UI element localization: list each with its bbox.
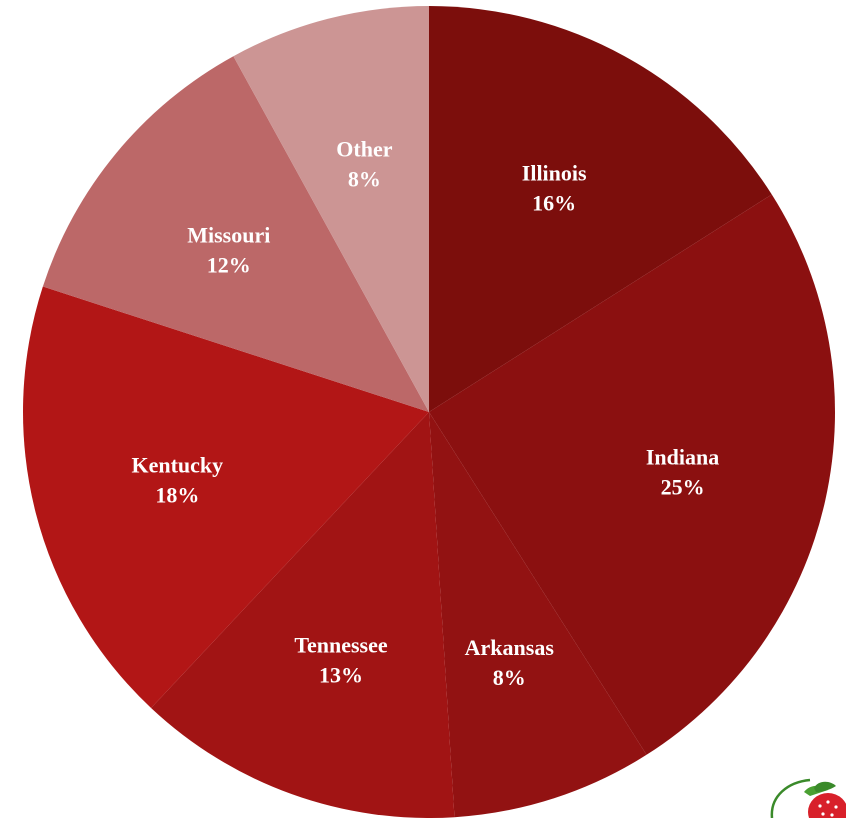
pie-slice-arkansas [429,412,647,818]
slice-percent: 18% [155,483,199,508]
slice-label-arkansas: Arkansas 8% [465,635,555,690]
slice-percent: 8% [348,166,381,191]
pie-slice-illinois [429,6,772,412]
slice-label-other: Other 8% [336,136,392,191]
slice-label-indiana: Indiana 25% [646,445,719,500]
slice-label-illinois: Illinois 16% [522,160,587,215]
pie-slice-tennessee [151,412,455,818]
strawberry-icon [770,778,846,818]
slice-name: Tennessee [294,632,388,657]
pie-slice-other [233,6,429,412]
pie-slice-missouri [42,56,429,413]
pie-slice-kentucky [23,286,430,708]
slice-label-missouri: Missouri 12% [187,222,270,277]
pie-labels: Illinois 16% Indiana 25% Arkansas 8% Tennessee… [131,136,719,690]
slice-name: Missouri [187,222,270,247]
slice-percent: 13% [319,662,363,687]
slice-name: Illinois [522,160,587,185]
pie-slices [23,6,835,818]
slice-label-kentucky: Kentucky 18% [131,453,223,508]
slice-percent: 16% [532,190,576,215]
slice-name: Arkansas [465,635,555,660]
pie-slice-indiana [429,194,835,755]
slice-label-tennessee: Tennessee 13% [294,632,388,687]
slice-name: Indiana [646,445,719,470]
slice-percent: 8% [493,665,526,690]
slice-percent: 25% [661,475,705,500]
slice-name: Kentucky [131,453,223,478]
slice-name: Other [336,136,392,161]
slice-percent: 12% [207,252,251,277]
